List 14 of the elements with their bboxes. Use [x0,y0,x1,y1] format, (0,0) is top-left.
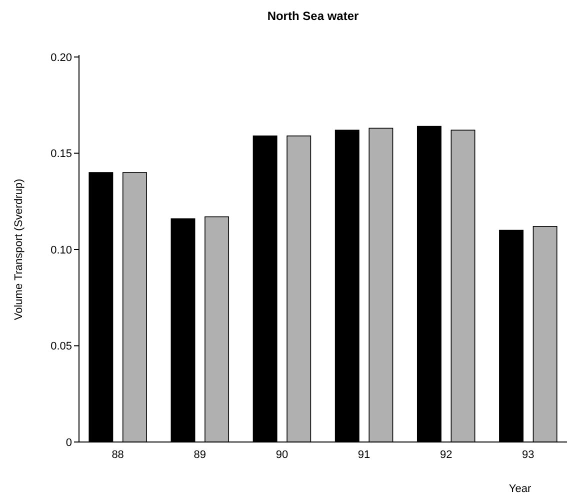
x-tick-label: 88 [112,449,124,461]
x-tick-label: 93 [522,449,534,461]
x-tick-label: 91 [358,449,370,461]
y-tick-label: 0.05 [50,340,72,353]
y-tick-label: 0.20 [50,52,72,64]
y-tick-label: 0 [66,436,72,449]
x-tick-label: 92 [440,449,452,461]
x-tick-label: 89 [194,449,206,461]
y-tick-label: 0.10 [50,244,72,256]
x-axis-title: Year [508,483,532,495]
chart-title: North Sea water [267,9,360,23]
y-axis-title: Volume Transport (Sverdrup) [13,178,25,320]
y-tick-label: 0.15 [50,148,72,160]
x-tick-label: 90 [276,449,288,461]
